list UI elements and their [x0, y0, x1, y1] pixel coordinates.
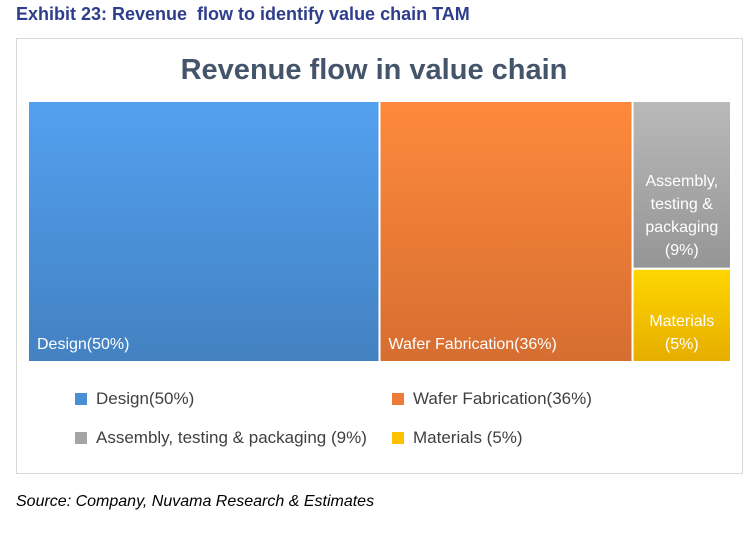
treemap-label-design: Design(50%)	[37, 336, 129, 353]
treemap-label-assembly: Assembly, testing & packaging (9%)	[645, 173, 718, 259]
legend-label-assembly: Assembly, testing & packaging (9%)	[96, 428, 367, 447]
legend-swatch-assembly	[75, 432, 87, 444]
legend-item-assembly: Assembly, testing & packaging (9%)	[75, 428, 367, 448]
legend-swatch-wafer-fabrication	[392, 393, 404, 405]
source-note: Source: Company, Nuvama Research & Estim…	[16, 493, 375, 510]
legend-item-design: Design(50%)	[75, 389, 194, 409]
treemap-label-materials: Materials (5%)	[649, 313, 714, 353]
legend-swatch-materials	[392, 432, 404, 444]
exhibit-title: Exhibit 23: Revenue flow to identify val…	[16, 4, 470, 24]
treemap-tile-assembly	[631, 100, 733, 270]
treemap-tile-design	[27, 100, 381, 363]
treemap-tile-materials	[631, 267, 733, 363]
legend-item-wafer-fabrication: Wafer Fabrication(36%)	[392, 389, 592, 409]
treemap-tile-wafer-fabrication	[378, 100, 634, 363]
legend-swatch-design	[75, 393, 87, 405]
treemap-label-wafer-fabrication: Wafer Fabrication(36%)	[389, 336, 557, 353]
legend-label-materials: Materials (5%)	[413, 428, 523, 447]
legend-label-design: Design(50%)	[96, 389, 195, 408]
legend-label-wafer-fabrication: Wafer Fabrication(36%)	[413, 389, 592, 408]
chart-title: Revenue flow in value chain	[180, 54, 568, 86]
legend-item-materials: Materials (5%)	[392, 428, 523, 448]
